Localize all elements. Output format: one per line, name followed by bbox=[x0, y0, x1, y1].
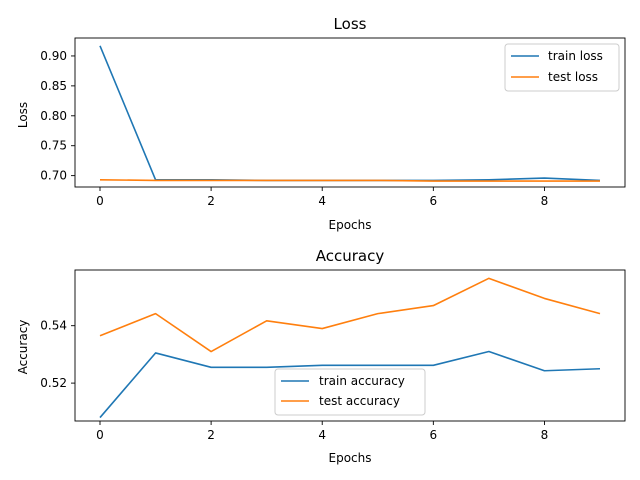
accuracy-chart: Accuracy Epochs Accuracy 0 2 4 6 8 0.52 0.54 t… bbox=[16, 247, 626, 465]
accuracy-chart-frame bbox=[74, 269, 626, 422]
accuracy-chart-lines bbox=[99, 277, 601, 419]
accuracy-chart-xlabel: Epochs bbox=[329, 451, 372, 465]
loss-ytick-label: 0.75 bbox=[40, 139, 67, 153]
loss-ytick-label: 0.80 bbox=[40, 109, 67, 123]
loss-series-test-loss-line bbox=[99, 179, 600, 182]
loss-chart-title: Loss bbox=[334, 15, 367, 33]
accuracy-xtick-label: 4 bbox=[318, 428, 326, 442]
accuracy-xtick-label: 0 bbox=[96, 428, 104, 442]
loss-chart-lines bbox=[99, 45, 601, 182]
accuracy-ytick-label: 0.54 bbox=[40, 319, 67, 333]
loss-chart-frame bbox=[74, 37, 626, 188]
accuracy-chart-ticks: 0 2 4 6 8 0.52 0.54 bbox=[40, 319, 548, 442]
loss-chart-ticks: 0 2 4 6 8 0.70 0.75 0.80 0.85 0.90 bbox=[40, 49, 548, 208]
loss-xtick-label: 8 bbox=[541, 194, 549, 208]
accuracy-xtick-label: 6 bbox=[430, 428, 438, 442]
accuracy-xtick-label: 8 bbox=[541, 428, 549, 442]
loss-legend-label-test: test loss bbox=[548, 70, 598, 84]
accuracy-series-test-accuracy-line bbox=[99, 277, 601, 353]
loss-legend-label-train: train loss bbox=[548, 49, 603, 63]
accuracy-chart-ylabel: Accuracy bbox=[16, 320, 30, 375]
loss-chart-xlabel: Epochs bbox=[329, 218, 372, 232]
loss-xtick-label: 4 bbox=[318, 194, 326, 208]
accuracy-legend-label-train: train accuracy bbox=[319, 374, 405, 388]
loss-xtick-label: 6 bbox=[430, 194, 438, 208]
loss-chart-ylabel: Loss bbox=[16, 102, 30, 128]
accuracy-chart-title: Accuracy bbox=[316, 247, 385, 265]
accuracy-legend-label-test: test accuracy bbox=[319, 394, 400, 408]
loss-chart: Loss Epochs Loss 0 2 4 6 8 0.70 0.75 0.80 0.85 0.… bbox=[16, 15, 626, 232]
accuracy-chart-legend: train accuracy test accuracy bbox=[274, 368, 426, 416]
loss-chart-legend: train loss test loss bbox=[504, 43, 620, 92]
loss-ytick-label: 0.90 bbox=[40, 49, 67, 63]
accuracy-legend-box bbox=[274, 368, 426, 416]
loss-xtick-label: 0 bbox=[96, 194, 104, 208]
loss-ytick-label: 0.70 bbox=[40, 169, 67, 183]
loss-xtick-label: 2 bbox=[207, 194, 215, 208]
accuracy-series-train-accuracy-line bbox=[99, 350, 601, 419]
accuracy-xtick-label: 2 bbox=[207, 428, 215, 442]
loss-ytick-label: 0.85 bbox=[40, 79, 67, 93]
accuracy-ytick-label: 0.52 bbox=[40, 376, 67, 390]
